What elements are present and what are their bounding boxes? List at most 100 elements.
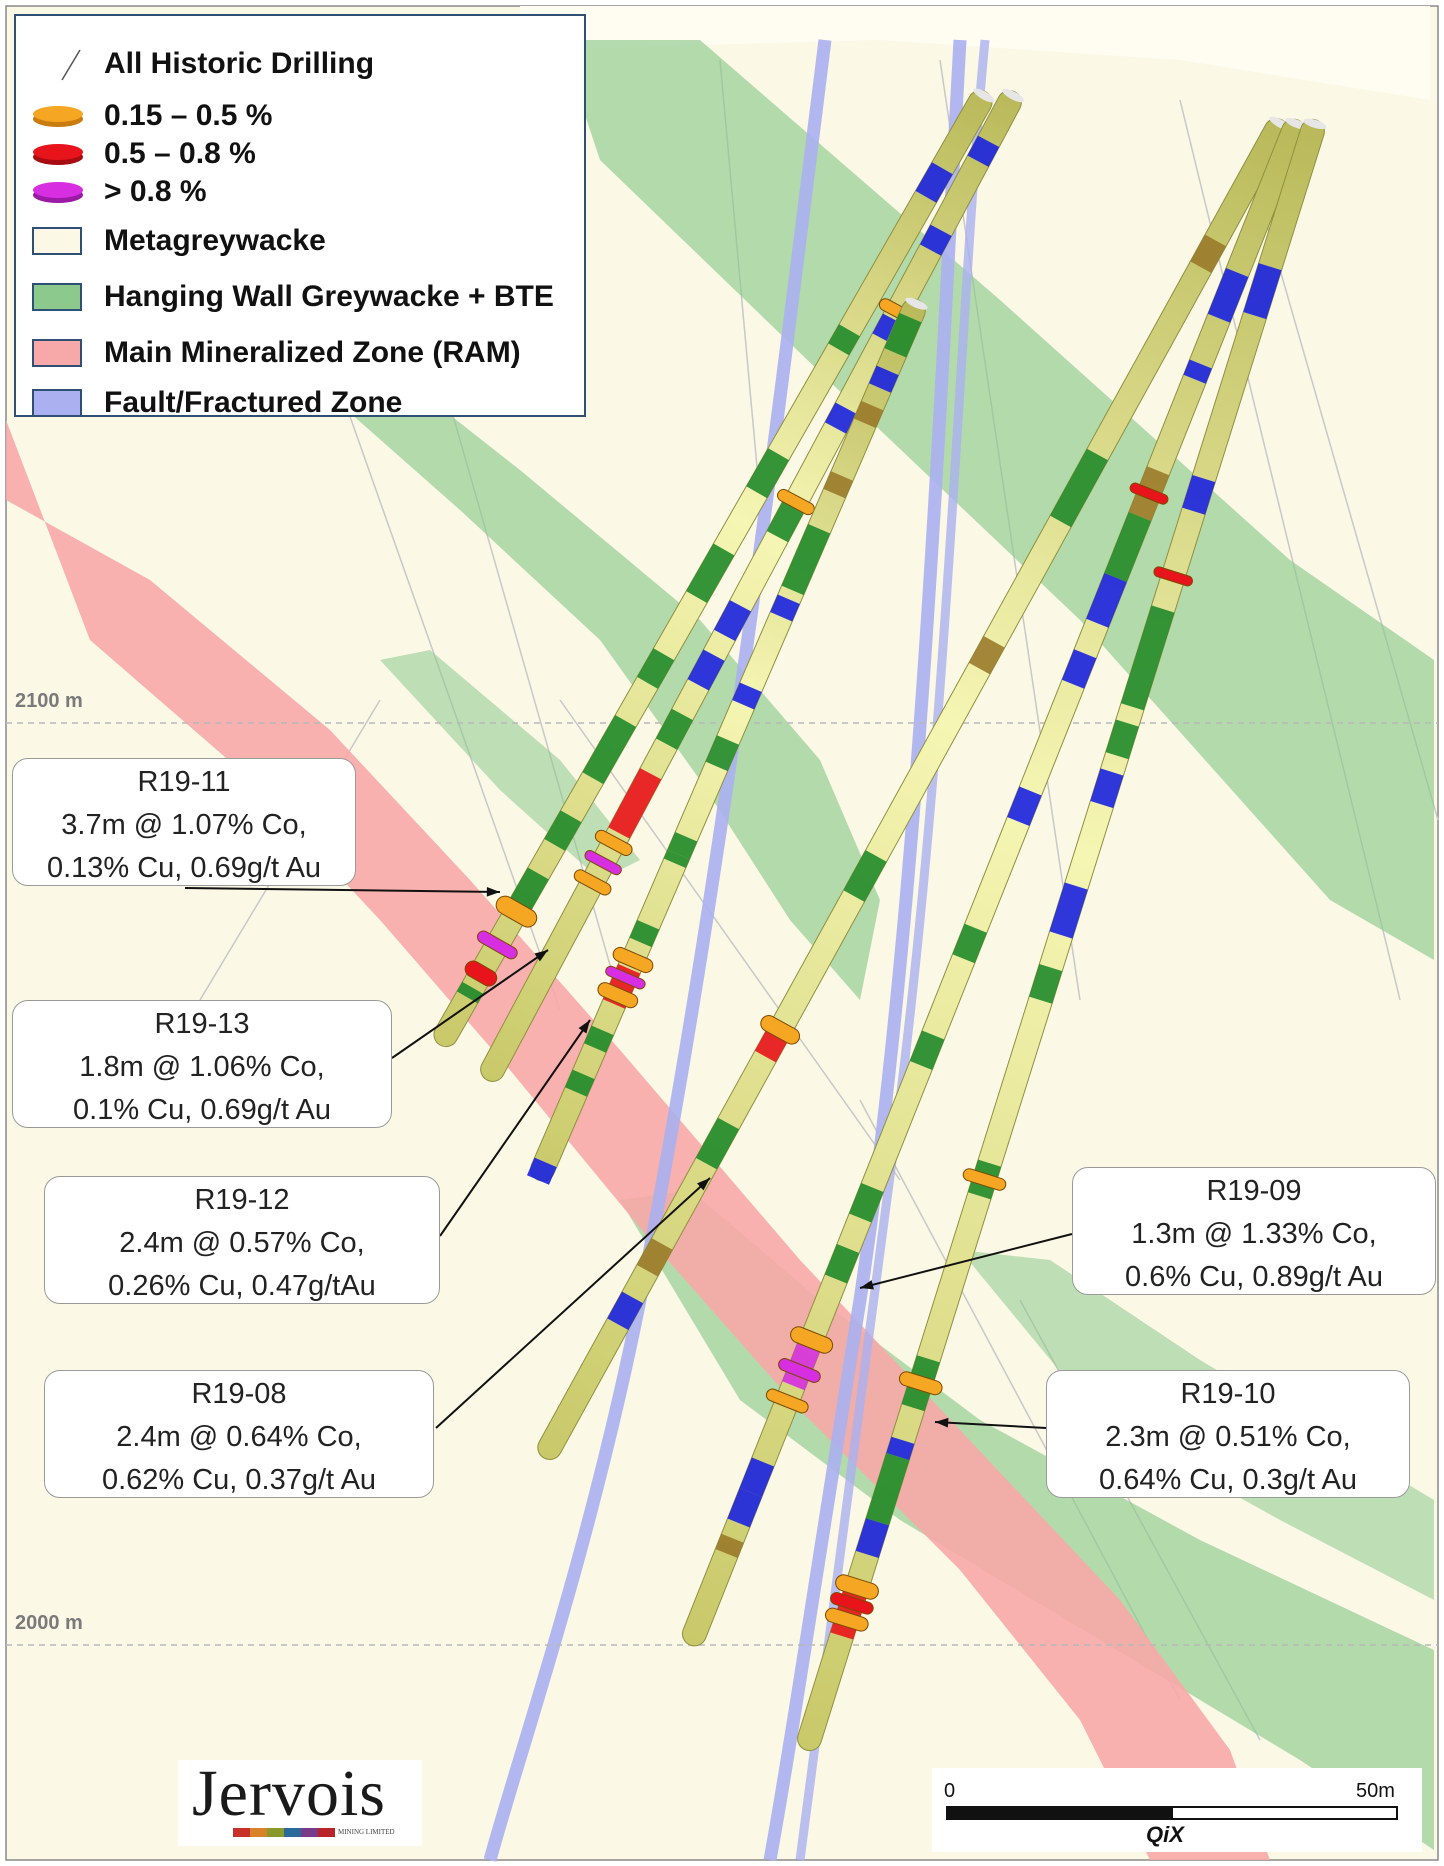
drill-interval-green: [1105, 719, 1139, 760]
grade-disc: [464, 960, 498, 987]
scale-end-label: 50m: [1356, 1780, 1395, 1802]
callout-r19-13: R19-13 1.8m @ 1.06% Co, 0.1% Cu, 0.69g/t…: [12, 1000, 392, 1128]
drill-interval-green: [583, 1025, 614, 1053]
arrowhead: [935, 1417, 949, 1428]
drill-interval-brown: [823, 471, 854, 499]
drill-interval-brown: [968, 636, 1005, 675]
drill-interval-green: [655, 708, 693, 750]
drill-interval-blue: [1207, 268, 1249, 323]
grade-disc: [495, 895, 538, 928]
drill-interval-green: [909, 1030, 945, 1070]
drillhole-r19-13: [480, 88, 1024, 1082]
drill-interval-green: [952, 923, 987, 964]
callout-line2: 0.26% Cu, 0.47g/tAu: [108, 1270, 376, 1302]
grade-disc: [824, 1607, 869, 1632]
drill-interval-brown: [636, 1238, 673, 1277]
drill-interval-green: [1029, 964, 1063, 1004]
arrowhead: [697, 1178, 710, 1191]
drill-interval-red: [608, 768, 662, 839]
drill-interval-blue: [868, 365, 899, 393]
drill-interval-green: [828, 324, 860, 356]
callout-hole-id: R19-09: [1206, 1175, 1302, 1207]
callout-hole-id: R19-10: [1180, 1378, 1276, 1410]
callout-line1: 3.7m @ 1.07% Co,: [61, 809, 307, 841]
callout-hole-id: R19-08: [191, 1378, 287, 1410]
grade-disc: [760, 1015, 801, 1045]
drill-interval-red: [830, 1583, 869, 1640]
drill-interval-green: [781, 524, 831, 596]
drill-interval-green: [695, 1117, 740, 1170]
ram-swatch: [32, 339, 82, 367]
drill-interval-blue: [886, 1436, 915, 1461]
historic-drill-line-icon: [61, 49, 81, 81]
drill-interval-green: [456, 981, 484, 1004]
drill-interval-blue: [1049, 882, 1088, 939]
leader-line: [439, 1019, 591, 1237]
grade-disc: [790, 1326, 834, 1354]
drill-interval-blue: [1007, 786, 1042, 826]
drill-interval-green: [582, 715, 637, 785]
drill-interval-blue: [607, 1291, 644, 1330]
elevation-label-2000: 2000 m: [15, 1612, 83, 1634]
drill-interval-blue: [855, 1518, 889, 1558]
drill-interval-blue: [1243, 263, 1282, 320]
leader-line: [859, 1233, 1073, 1289]
drill-interval-green: [824, 1244, 860, 1284]
callout-r19-10: R19-10 2.3m @ 0.51% Co, 0.64% Cu, 0.3g/t…: [1046, 1370, 1410, 1498]
callout-line1: 2.4m @ 0.57% Co,: [119, 1227, 365, 1259]
callout-r19-12: R19-12 2.4m @ 0.57% Co, 0.26% Cu, 0.47g/…: [44, 1176, 440, 1304]
drill-interval-blue: [1182, 475, 1216, 515]
greywacke-band-upper: [560, 40, 1434, 960]
drill-interval-green: [843, 850, 887, 902]
drillhole-r19-11: [433, 88, 995, 1048]
grade-disc: [584, 850, 622, 876]
scale-start-label: 0: [944, 1780, 956, 1802]
grade-disc-icon: [33, 106, 83, 127]
grade-disc: [830, 1592, 874, 1615]
grade-disc: [573, 869, 612, 896]
callout-line2: 0.62% Cu, 0.37g/t Au: [101, 1464, 377, 1496]
drill-interval-blue: [824, 402, 857, 434]
drill-interval-blue: [1090, 768, 1124, 809]
software-mark: QiX: [1146, 1822, 1184, 1847]
drillhole-r19-09: [681, 117, 1308, 1647]
grade-disc: [778, 1358, 821, 1383]
callout-hole-id: R19-12: [194, 1184, 290, 1216]
callout-line1: 1.8m @ 1.06% Co,: [79, 1051, 325, 1083]
logo-color-strip: [233, 1828, 335, 1837]
drill-interval-blue: [1086, 573, 1127, 628]
elevation-label-2100: 2100 m: [15, 690, 83, 712]
leader-line: [184, 887, 501, 893]
callout-line1: 2.3m @ 0.51% Co,: [1105, 1421, 1351, 1453]
callout-hole-id: R19-13: [154, 1008, 250, 1040]
drill-interval-brown: [1190, 234, 1227, 273]
drill-interval-green: [865, 1453, 910, 1526]
drill-interval-green: [564, 1069, 595, 1097]
drill-interval-blue: [1183, 359, 1212, 384]
metagreywacke-swatch: [32, 227, 82, 255]
drill-interval-green: [746, 448, 789, 499]
drill-interval-brown: [715, 1533, 744, 1558]
drill-collar: [1002, 88, 1024, 103]
drill-interval-green: [667, 832, 698, 860]
leader-line: [934, 1421, 1047, 1429]
drill-interval-blue: [727, 1488, 762, 1528]
grade-disc: [1129, 482, 1169, 505]
leader-line: [435, 1177, 711, 1429]
drill-interval-green: [705, 735, 740, 772]
callout-line2: 0.1% Cu, 0.69g/t Au: [73, 1094, 331, 1126]
drill-interval-green: [544, 810, 582, 851]
drill-interval-blue: [526, 1157, 557, 1185]
drill-interval-green: [884, 312, 922, 358]
grade-disc: [476, 930, 518, 960]
arrowhead: [860, 1280, 874, 1290]
drill-interval-blue: [770, 594, 800, 622]
scale-bar-graphic: [946, 1806, 1398, 1820]
logo-subtitle: MINING LIMITED: [338, 1828, 395, 1836]
drillhole-r19-10: [797, 118, 1327, 1752]
arrowhead: [578, 1020, 590, 1034]
drill-interval-blue: [714, 600, 752, 642]
drill-interval-brown: [853, 400, 884, 428]
grade-disc: [962, 1168, 1007, 1191]
